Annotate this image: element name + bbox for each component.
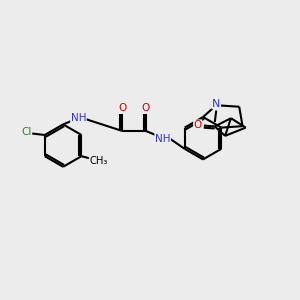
Text: NH: NH [155,134,170,143]
Text: O: O [194,120,202,130]
Text: O: O [118,103,126,113]
Text: NH: NH [71,113,86,123]
Text: N: N [212,99,220,109]
Text: Cl: Cl [21,127,32,137]
Text: O: O [142,103,150,113]
Text: CH₃: CH₃ [89,156,108,166]
